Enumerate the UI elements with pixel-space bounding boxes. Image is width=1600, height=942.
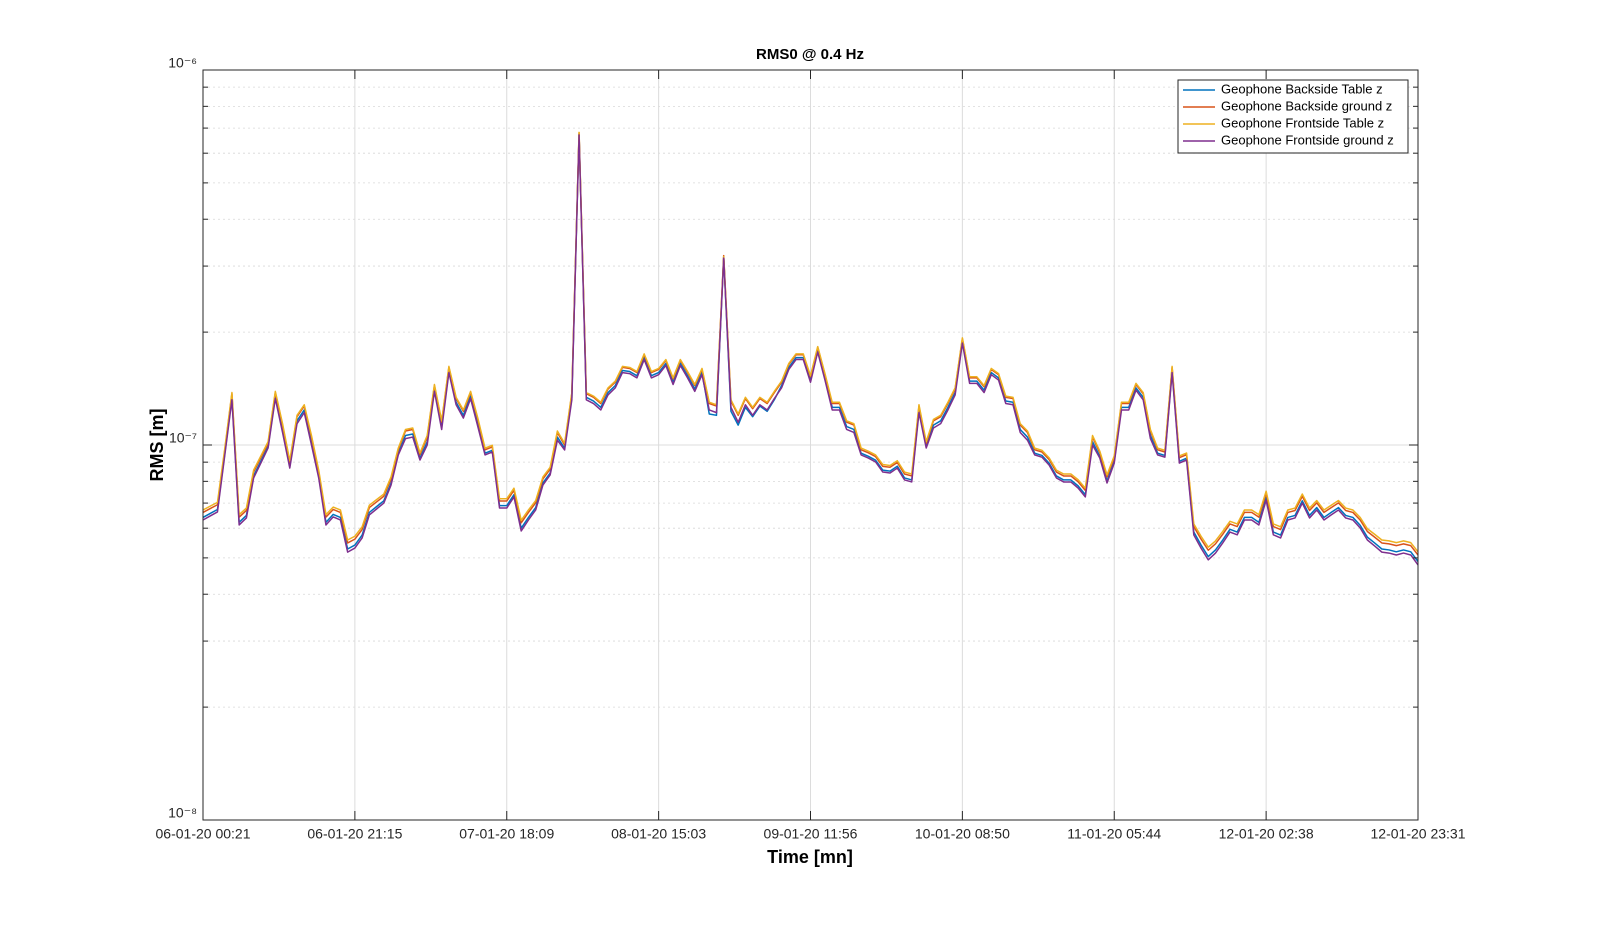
x-tick-label: 06-01-20 00:21	[156, 826, 251, 842]
x-tick-label: 12-01-20 23:31	[1371, 826, 1466, 842]
x-axis-label: Time [mn]	[767, 847, 853, 867]
legend-box	[1177, 79, 1409, 154]
x-tick-label: 07-01-20 18:09	[459, 826, 554, 842]
legend: Geophone Backside Table z Geophone Backsi…	[1177, 79, 1409, 154]
x-tick-label: 06-01-20 21:15	[307, 826, 402, 842]
legend-label: Geophone Frontside Table z	[1221, 115, 1384, 130]
y-axis-label: RMS [m]	[147, 409, 167, 482]
x-tick-label: 12-01-20 02:38	[1219, 826, 1314, 842]
lines	[202, 131, 1419, 566]
legend-label: Geophone Backside Table z	[1221, 81, 1383, 96]
legend-label: Geophone Frontside ground z	[1221, 132, 1394, 147]
y-tick-label: 10⁻⁸	[168, 805, 197, 821]
x-tick-label: 10-01-20 08:50	[915, 826, 1010, 842]
x-tick-label: 08-01-20 15:03	[611, 826, 706, 842]
x-tick-label: 09-01-20 11:56	[764, 826, 858, 842]
series-line	[202, 131, 1419, 553]
chart-title: RMS0 @ 0.4 Hz	[756, 46, 864, 63]
legend-label: Geophone Backside ground z	[1221, 98, 1392, 113]
series-line	[202, 134, 1419, 566]
x-tick-label: 11-01-20 05:44	[1067, 826, 1161, 842]
y-tick-label: 10⁻⁷	[169, 430, 197, 446]
ticks: 10⁻⁸ 10⁻⁷ 10⁻⁶ 06-01-20 00:21 06-01-20 21:15…	[156, 55, 1466, 842]
y-tick-label: 10⁻⁶	[168, 55, 197, 71]
